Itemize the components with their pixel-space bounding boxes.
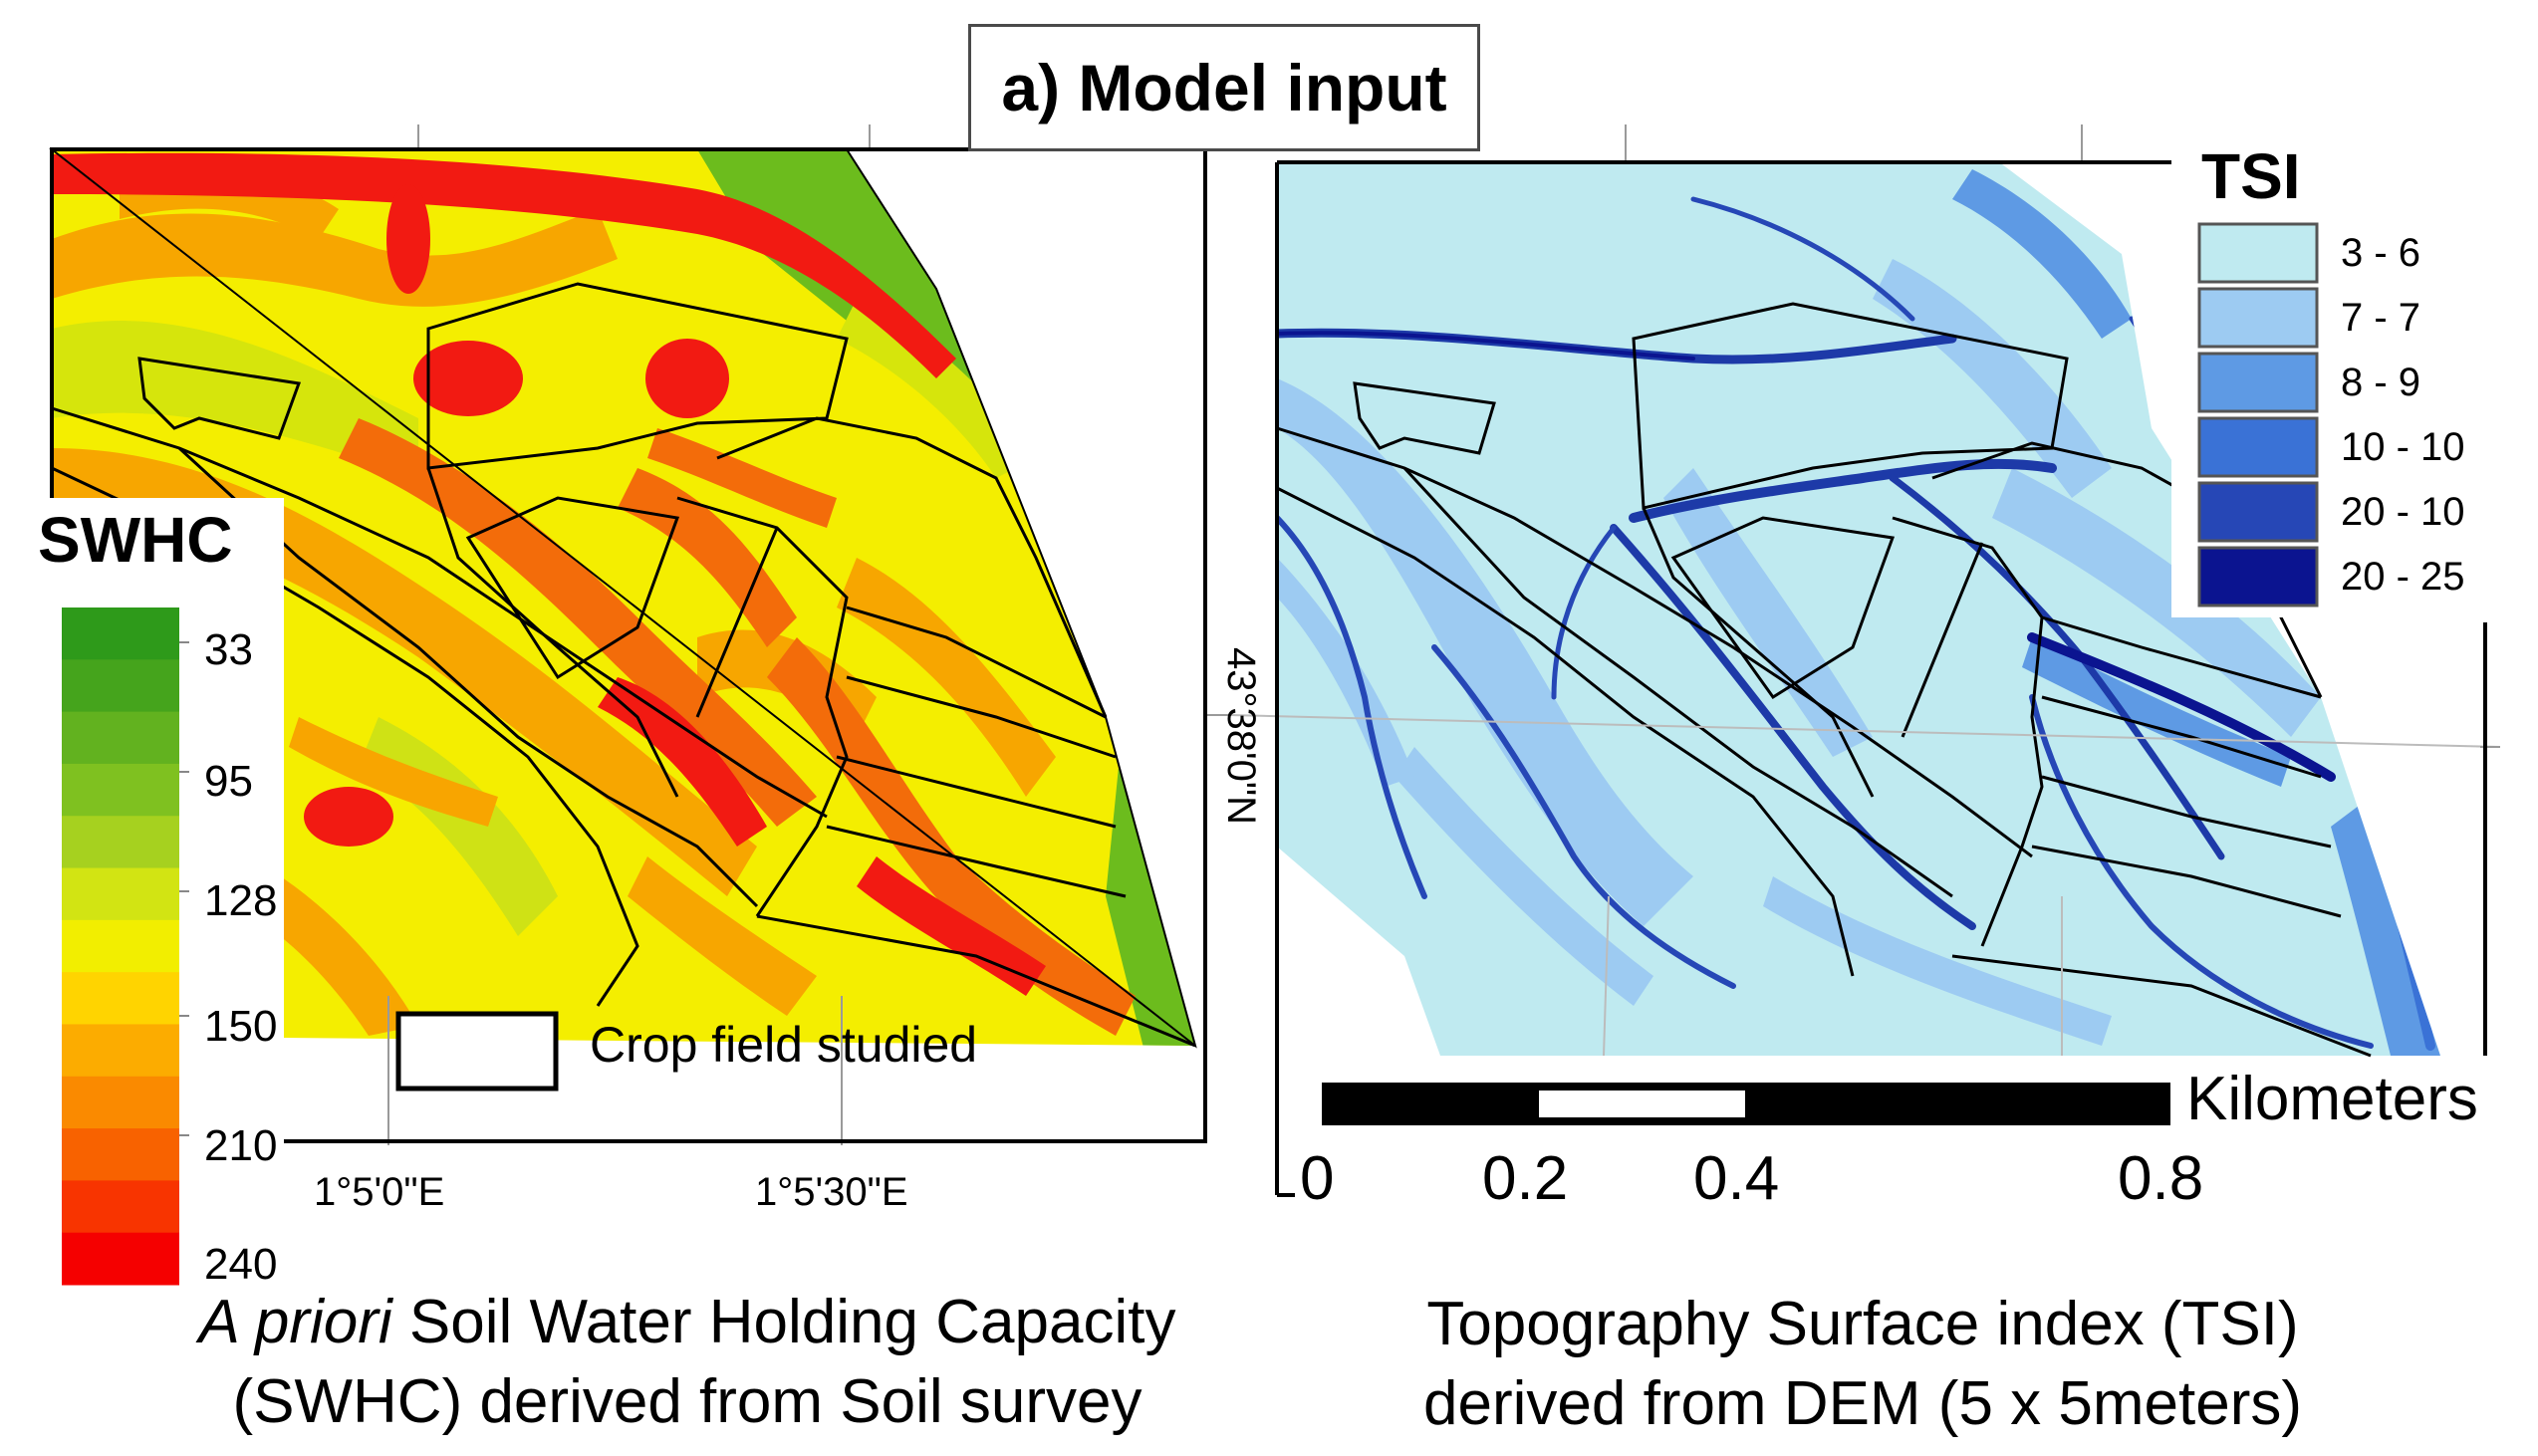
- swhc-ramp-step: [62, 1128, 179, 1181]
- tsi-swatch: [2197, 481, 2319, 543]
- swhc-legend: [0, 498, 284, 1295]
- tsi-caption-line2: derived from DEM (5 x 5meters): [1423, 1369, 2302, 1438]
- swhc-ramp-step: [62, 607, 179, 660]
- tsi-label-0: 3 - 6: [2341, 231, 2421, 275]
- x-label-1-5-0: 1°5'0"E: [314, 1170, 445, 1214]
- swhc-ramp-step: [62, 763, 179, 817]
- swhc-ramp-step: [62, 816, 179, 869]
- swhc-ramp-step: [62, 919, 179, 973]
- swhc-caption: A priori Soil Water Holding Capacity (SW…: [110, 1283, 1265, 1442]
- tsi-caption: Topography Surface index (TSI) derived f…: [1335, 1285, 2391, 1444]
- figure-title: a) Model input: [968, 24, 1480, 151]
- scale-tick-0: 0: [1300, 1144, 1335, 1213]
- tsi-legend-title: TSI: [2201, 140, 2301, 212]
- scale-unit: Kilometers: [2186, 1065, 2478, 1133]
- swhc-ramp-step: [62, 1076, 179, 1129]
- swhc-ramp-step: [62, 659, 179, 713]
- swhc-ramp-step: [62, 711, 179, 765]
- y-label-lat: 43°38'0"N: [1219, 647, 1263, 825]
- crop-field-legend-swatch: [395, 1011, 559, 1092]
- swhc-caption-rest: Soil Water Holding Capacity: [391, 1288, 1176, 1356]
- scale-tick-0-8: 0.8: [2118, 1144, 2204, 1213]
- swhc-label-33: 33: [204, 625, 253, 674]
- swhc-label-210: 210: [204, 1121, 278, 1170]
- swhc-ramp-step: [62, 1180, 179, 1234]
- tsi-label-4: 20 - 10: [2341, 490, 2465, 534]
- swhc-label-240: 240: [204, 1240, 278, 1289]
- scale-bar: [1322, 1083, 2170, 1125]
- swhc-legend-title: SWHC: [38, 504, 233, 576]
- tsi-label-3: 10 - 10: [2341, 425, 2465, 469]
- x-label-1-5-30: 1°5'30"E: [755, 1170, 908, 1214]
- crop-field-legend-label: Crop field studied: [590, 1017, 978, 1073]
- swhc-ramp-step: [62, 1232, 179, 1286]
- swhc-label-128: 128: [204, 876, 278, 925]
- tsi-legend: [2171, 149, 2490, 617]
- swhc-label-150: 150: [204, 1002, 278, 1051]
- scale-tick-0-2: 0.2: [1482, 1144, 1569, 1213]
- tsi-swatch: [2197, 352, 2319, 413]
- swhc-label-95: 95: [204, 757, 253, 806]
- swhc-caption-line1: A priori Soil Water Holding Capacity: [110, 1283, 1265, 1362]
- tsi-swatch: [2197, 416, 2319, 478]
- swhc-caption-italic: A priori: [198, 1288, 392, 1356]
- swhc-ramp-step: [62, 867, 179, 921]
- swhc-ramp-step: [62, 972, 179, 1025]
- tsi-label-1: 7 - 7: [2341, 296, 2421, 340]
- swhc-ramp-step: [62, 1024, 179, 1078]
- tsi-swatch: [2197, 287, 2319, 349]
- tsi-swatch: [2197, 222, 2319, 284]
- tsi-label-2: 8 - 9: [2341, 361, 2421, 404]
- swhc-caption-line2: (SWHC) derived from Soil survey: [232, 1367, 1142, 1436]
- tsi-caption-line1: Topography Surface index (TSI): [1426, 1290, 2299, 1358]
- tsi-label-5: 20 - 25: [2341, 555, 2465, 599]
- tsi-swatch: [2197, 546, 2319, 607]
- scale-tick-0-4: 0.4: [1693, 1144, 1780, 1213]
